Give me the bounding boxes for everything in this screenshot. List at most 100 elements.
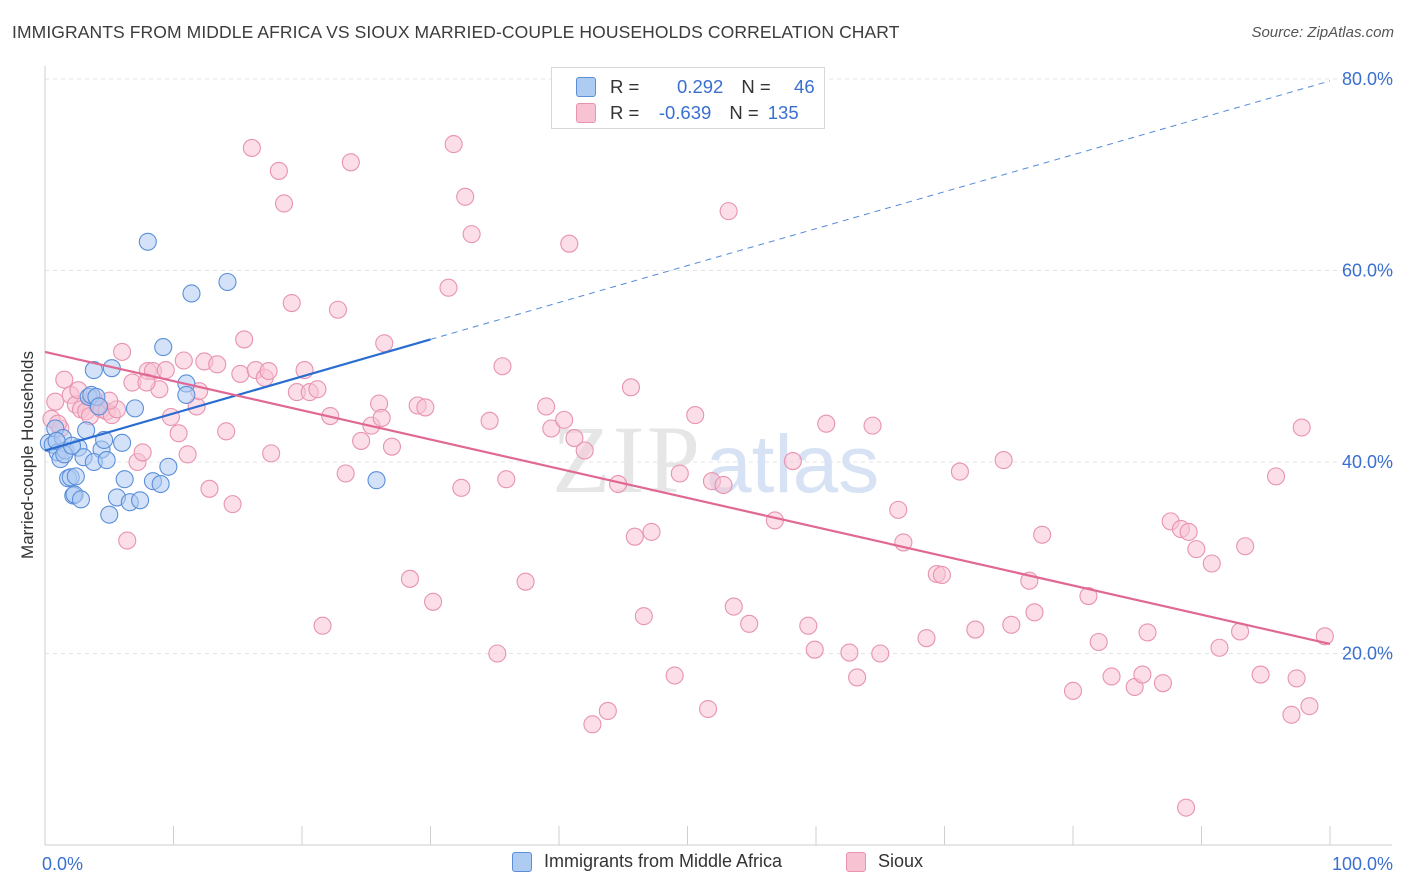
legend-item-middle-africa[interactable]: Immigrants from Middle Africa xyxy=(512,851,782,872)
sioux-point xyxy=(259,361,278,381)
sioux-point xyxy=(714,475,733,495)
sioux-point xyxy=(274,194,294,213)
legend-label: Immigrants from Middle Africa xyxy=(544,851,783,871)
sioux-point xyxy=(382,437,402,456)
sioux-point xyxy=(200,479,219,498)
middle-africa-point xyxy=(100,505,119,524)
sioux-point xyxy=(424,592,443,611)
sioux-point xyxy=(1282,705,1301,724)
x-tick-labels: 0.0% 100.0% xyxy=(42,854,1393,874)
sioux-point xyxy=(1187,540,1206,559)
middle-africa-point xyxy=(115,470,134,489)
sioux-point xyxy=(1177,798,1196,817)
sioux-point xyxy=(950,462,969,481)
sioux-point xyxy=(493,357,512,376)
sioux-point xyxy=(1179,522,1198,541)
sioux-point xyxy=(262,444,281,463)
correlation-legend: R = 0.292 N = 46 R = -0.639 N = 135 xyxy=(551,67,825,129)
sioux-point xyxy=(575,441,594,460)
sioux-point xyxy=(1025,603,1044,622)
sioux-point xyxy=(740,614,759,633)
sioux-point xyxy=(863,416,882,435)
sioux-point xyxy=(542,419,561,438)
sioux-point xyxy=(223,495,242,514)
sioux-point xyxy=(208,355,227,374)
n-value: 135 xyxy=(767,102,799,123)
sioux-point xyxy=(169,424,188,443)
sioux-point xyxy=(1063,681,1083,700)
y-tick-label: 80.0% xyxy=(1342,69,1393,89)
sioux-point xyxy=(1251,665,1270,684)
sioux-point xyxy=(699,699,718,719)
sioux-point xyxy=(516,572,535,591)
n-value: 46 xyxy=(794,76,815,97)
sioux-point xyxy=(634,607,653,626)
middle-africa-point xyxy=(66,467,85,486)
sioux-point xyxy=(840,643,859,662)
sioux-point xyxy=(848,668,867,687)
legend-swatch-pink xyxy=(846,851,866,872)
sioux-point xyxy=(1300,697,1319,716)
chart-title: IMMIGRANTS FROM MIDDLE AFRICA VS SIOUX M… xyxy=(12,22,900,42)
r-value: 0.292 xyxy=(677,76,724,97)
x-tick-label-min: 0.0% xyxy=(42,854,83,874)
legend-row-blue: R = 0.292 N = 46 xyxy=(576,75,815,99)
sioux-point xyxy=(565,429,584,448)
sioux-point xyxy=(665,666,684,685)
sioux-point xyxy=(178,445,197,464)
sioux-point xyxy=(1236,537,1255,556)
sioux-point xyxy=(462,225,481,244)
sioux-point xyxy=(1138,623,1157,642)
legend-swatch-pink xyxy=(576,103,596,123)
source-label: Source: ZipAtlas.com xyxy=(1251,24,1394,41)
sioux-point xyxy=(269,161,288,180)
sioux-point xyxy=(583,715,602,734)
middle-africa-point xyxy=(154,338,173,357)
gridlines xyxy=(45,78,1392,654)
trend-lines xyxy=(44,80,1331,645)
sioux-point xyxy=(372,408,391,428)
middle-africa-trend-extension xyxy=(430,80,1331,340)
middle-africa-points xyxy=(39,232,386,524)
sioux-points xyxy=(42,135,1334,817)
sioux-point xyxy=(282,294,301,313)
sioux-point xyxy=(598,701,617,721)
legend-row-pink: R = -0.639 N = 135 xyxy=(576,101,799,125)
r-label: R = xyxy=(610,102,640,123)
sioux-point xyxy=(817,414,836,433)
sioux-point xyxy=(686,406,705,425)
sioux-point xyxy=(724,597,743,616)
sioux-point xyxy=(400,569,419,588)
sioux-point xyxy=(994,451,1013,470)
sioux-point xyxy=(231,364,250,383)
sioux-point xyxy=(313,616,332,635)
sioux-point xyxy=(308,380,327,399)
sioux-point xyxy=(560,234,579,253)
legend-label: Sioux xyxy=(878,851,924,871)
sioux-point xyxy=(336,464,355,483)
n-label: N = xyxy=(729,102,759,123)
legend-item-sioux[interactable]: Sioux xyxy=(846,851,923,872)
middle-africa-point xyxy=(125,399,144,418)
sioux-point xyxy=(783,451,802,471)
sioux-point xyxy=(1033,525,1052,544)
axes xyxy=(44,66,1392,846)
sioux-point xyxy=(805,640,824,659)
sioux-point xyxy=(341,153,360,172)
sioux-point xyxy=(1153,674,1172,693)
y-tick-label: 20.0% xyxy=(1342,644,1393,664)
sioux-point xyxy=(1266,467,1286,486)
sioux-point xyxy=(456,187,475,206)
middle-africa-point xyxy=(138,232,157,251)
sioux-point xyxy=(217,422,236,441)
sioux-point xyxy=(46,392,65,411)
sioux-point xyxy=(235,330,254,349)
r-label: R = xyxy=(610,76,640,97)
middle-africa-point xyxy=(151,474,170,494)
sioux-point xyxy=(133,443,152,462)
sioux-point xyxy=(55,370,74,389)
y-tick-label: 60.0% xyxy=(1342,261,1393,281)
sioux-trend-line xyxy=(44,350,1331,645)
sioux-point xyxy=(719,202,738,221)
